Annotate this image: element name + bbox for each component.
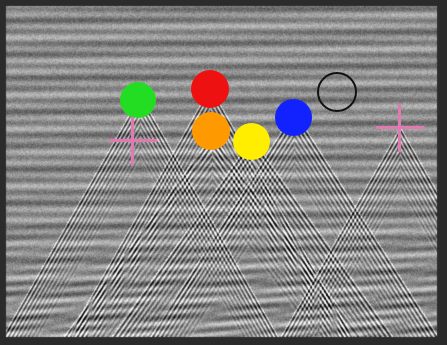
pink-cross-marker-right [376, 104, 424, 152]
yellow-dot-marker [233, 123, 270, 160]
red-dot-marker [191, 70, 229, 108]
pink-cross-marker-left [109, 117, 157, 165]
empty-circle-marker [317, 72, 357, 112]
blue-dot-marker [275, 99, 312, 136]
orange-dot-marker [192, 112, 230, 150]
green-dot-marker [120, 82, 156, 118]
